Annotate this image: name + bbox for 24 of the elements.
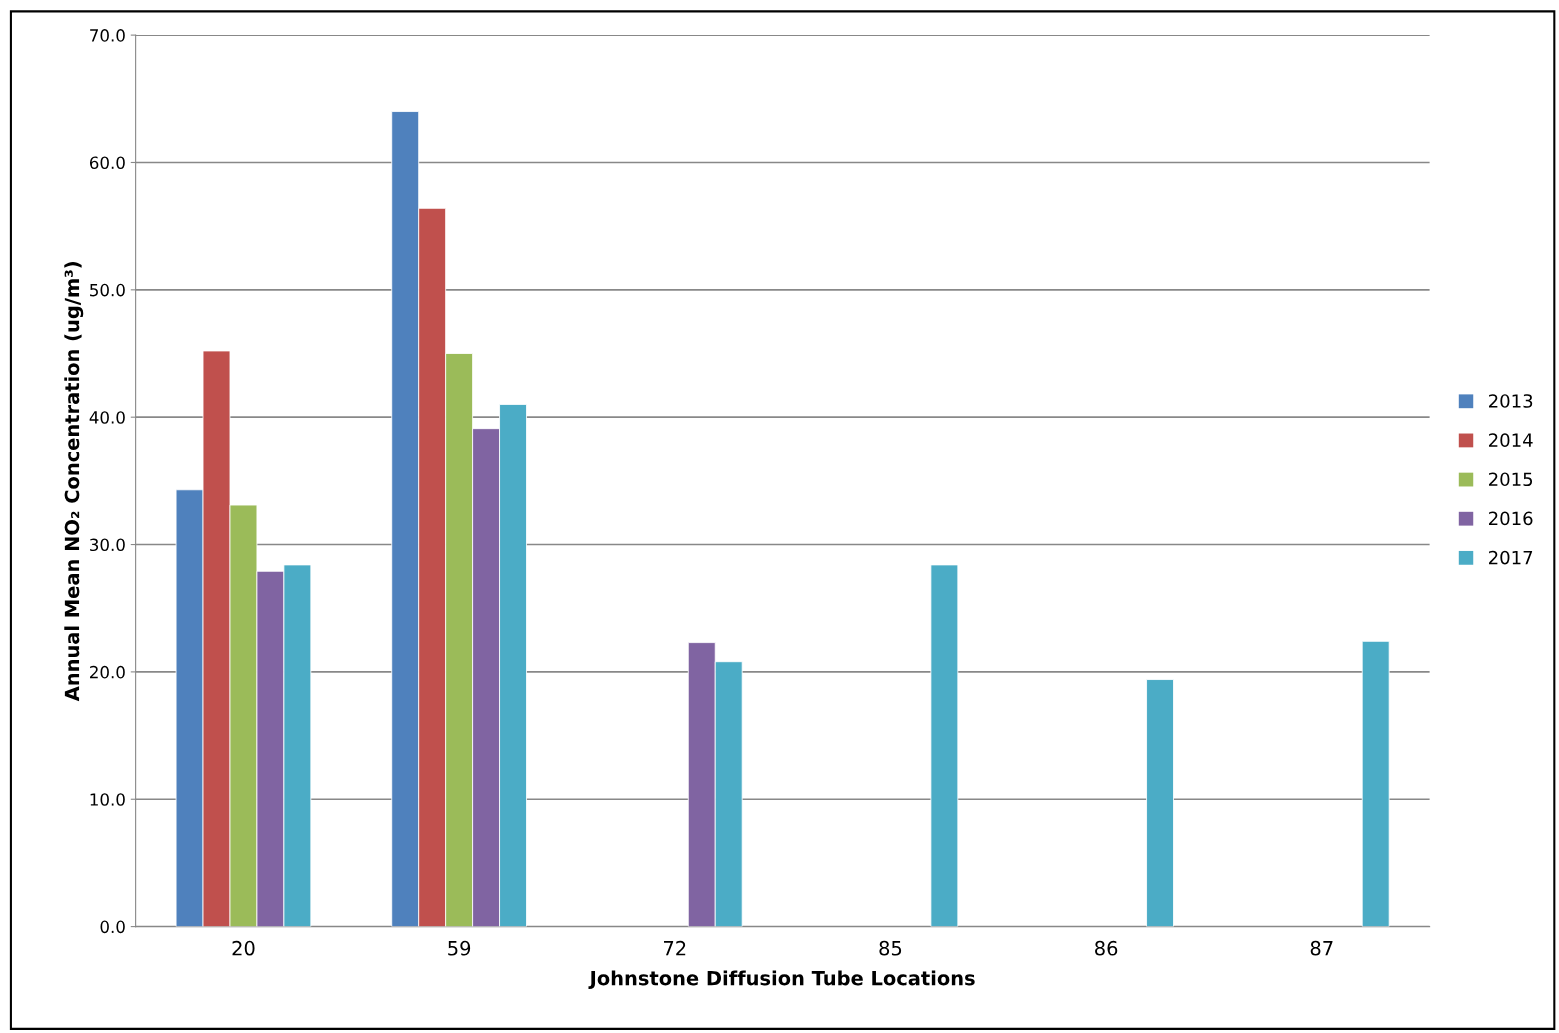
x-tick-label: 59 (448, 940, 471, 956)
bar (1361, 640, 1390, 927)
x-axis-title: Johnstone Diffusion Tube Locations (588, 970, 975, 990)
y-axis-title: Annual Mean NO₂ Concentration (ug/m³) (64, 262, 84, 702)
x-tick-label: 87 (1310, 940, 1333, 956)
legend-label: 2014 (1489, 433, 1533, 447)
y-tick-label: 70.0 (90, 29, 125, 42)
y-tick-label: 40.0 (89, 411, 125, 424)
y-tick-label: 30.0 (90, 538, 125, 552)
y-tick-label: 20.0 (90, 665, 125, 679)
x-tick-label: 85 (879, 940, 902, 956)
x-tick-label: 86 (1095, 940, 1118, 956)
legend-label: 2016 (1489, 511, 1533, 526)
y-tick-label: 10.0 (90, 793, 125, 806)
y-tick-label: 50.0 (90, 283, 125, 297)
y-tick-label: 0.0 (100, 920, 125, 934)
legend-label: 2015 (1489, 472, 1533, 487)
bar (930, 564, 959, 927)
y-tick-label: 60.0 (89, 156, 125, 170)
bar (1146, 679, 1174, 927)
legend-label: 2013 (1489, 394, 1533, 408)
x-tick-label: 20 (232, 940, 255, 956)
legend-label: 2017 (1489, 550, 1533, 565)
x-tick-label: 72 (664, 940, 686, 956)
